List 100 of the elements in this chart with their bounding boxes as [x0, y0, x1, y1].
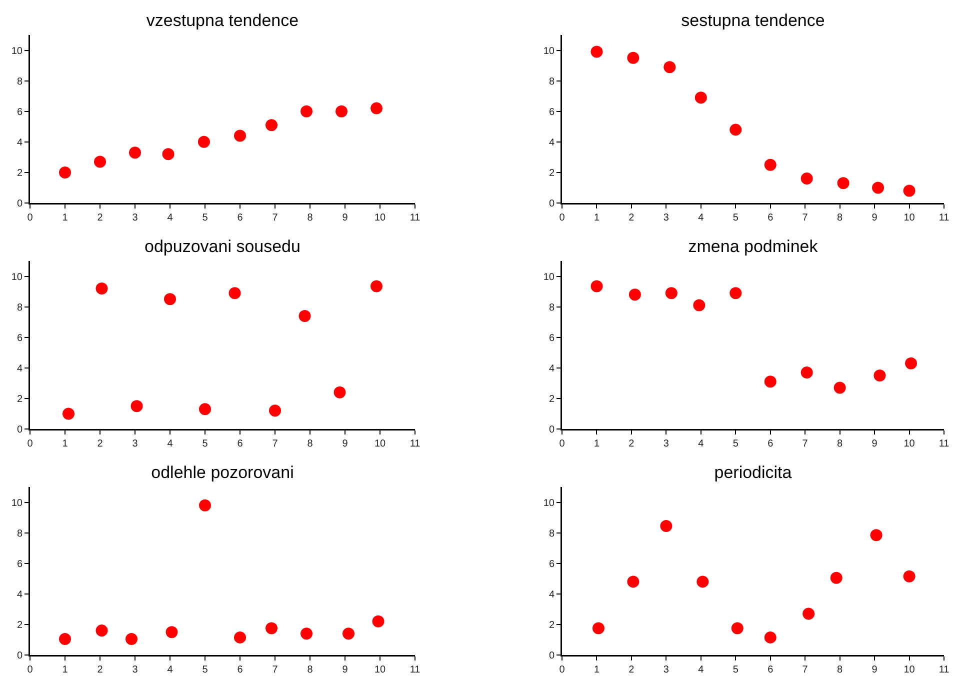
x-tick-label: 3: [663, 438, 670, 450]
chart-title: zmena podminek: [688, 236, 818, 256]
x-tick-label: 10: [904, 212, 916, 224]
point: [696, 576, 709, 588]
y-tick-label: 6: [548, 332, 555, 344]
x-tick-label: 6: [237, 212, 244, 224]
y-tick-label: 6: [548, 106, 555, 118]
x-tick-label: 3: [132, 438, 138, 450]
x-tick-label: 1: [594, 212, 600, 224]
x-tick-label: 4: [167, 212, 174, 224]
x-tick-label: 8: [837, 212, 844, 224]
point: [298, 310, 311, 322]
y-tick-label: 4: [548, 363, 555, 374]
x-tick-label: 11: [938, 664, 950, 676]
y-tick-label: 6: [16, 558, 23, 570]
point: [62, 408, 74, 420]
y-tick-label: 2: [548, 620, 555, 631]
x-tick-label: 10: [904, 664, 916, 676]
x-tick-label: 2: [628, 438, 635, 450]
x-tick-label: 11: [410, 664, 421, 676]
point: [694, 92, 707, 104]
y-tick-label: 4: [16, 137, 23, 148]
y-tick-label: 0: [16, 650, 23, 662]
x-tick-label: 4: [167, 664, 174, 676]
point: [198, 136, 210, 148]
x-tick-label: 10: [374, 664, 386, 676]
point: [126, 632, 138, 645]
x-tick-label: 7: [272, 438, 278, 450]
x-tick-label: 9: [342, 212, 348, 224]
point: [731, 622, 744, 634]
x-tick-label: 2: [97, 212, 104, 224]
point: [693, 299, 706, 312]
point: [837, 177, 850, 190]
x-tick-label: 11: [410, 438, 421, 450]
x-tick-label: 7: [272, 664, 278, 676]
x-tick-label: 8: [307, 212, 314, 224]
point: [129, 146, 141, 159]
chart-title: odlehle pozorovani: [151, 462, 294, 482]
y-tick-label: 2: [16, 394, 23, 405]
x-tick-label: 5: [732, 212, 739, 224]
chart-title: vzestupna tendence: [146, 10, 299, 30]
y-tick-label: 8: [548, 76, 555, 88]
x-tick-label: 1: [62, 664, 68, 676]
x-tick-label: 2: [628, 664, 635, 676]
x-tick-label: 4: [698, 664, 704, 676]
y-tick-label: 10: [11, 272, 23, 283]
y-tick-label: 8: [548, 302, 555, 314]
y-tick-label: 4: [548, 589, 555, 600]
y-tick-label: 0: [548, 650, 555, 662]
y-tick-label: 10: [11, 498, 23, 509]
y-tick-label: 6: [16, 332, 23, 344]
point: [764, 631, 776, 644]
x-tick-label: 6: [768, 664, 774, 676]
x-tick-label: 9: [872, 438, 878, 450]
y-tick-label: 4: [16, 589, 23, 600]
x-tick-label: 9: [342, 438, 348, 450]
point: [800, 172, 813, 185]
x-tick-label: 5: [732, 438, 739, 450]
x-tick-label: 11: [938, 212, 950, 224]
x-tick-label: 10: [374, 438, 386, 450]
point: [664, 61, 676, 74]
point: [59, 166, 71, 178]
y-tick-label: 8: [16, 528, 23, 540]
y-tick-label: 0: [548, 198, 555, 210]
x-tick-label: 0: [27, 212, 34, 224]
x-tick-label: 1: [62, 438, 68, 450]
x-tick-label: 5: [202, 212, 208, 224]
x-tick-label: 8: [837, 664, 844, 676]
point: [628, 288, 641, 301]
point: [627, 576, 640, 588]
point: [228, 287, 241, 300]
point: [660, 520, 672, 532]
y-tick-label: 2: [548, 168, 555, 179]
point: [199, 403, 211, 416]
x-tick-label: 1: [594, 438, 600, 450]
y-tick-label: 2: [548, 394, 555, 405]
point: [592, 622, 604, 634]
x-tick-label: 4: [698, 438, 704, 450]
point: [96, 282, 108, 294]
x-tick-label: 11: [410, 212, 421, 224]
x-tick-label: 8: [307, 438, 314, 450]
point: [164, 293, 176, 306]
point: [300, 628, 312, 640]
y-tick-label: 8: [548, 528, 555, 540]
x-tick-label: 9: [342, 664, 348, 676]
x-tick-label: 7: [802, 438, 808, 450]
y-tick-label: 0: [16, 198, 23, 210]
y-tick-label: 10: [543, 272, 555, 283]
x-tick-label: 1: [594, 664, 600, 676]
x-tick-label: 2: [628, 212, 635, 224]
point: [96, 624, 108, 637]
point: [590, 46, 603, 58]
point: [234, 631, 246, 644]
y-tick-label: 6: [548, 558, 555, 570]
x-tick-label: 3: [132, 664, 138, 676]
y-tick-label: 10: [543, 46, 555, 57]
point: [372, 615, 384, 628]
point: [830, 572, 842, 584]
y-tick-label: 2: [16, 620, 23, 631]
x-tick-label: 2: [97, 438, 104, 450]
